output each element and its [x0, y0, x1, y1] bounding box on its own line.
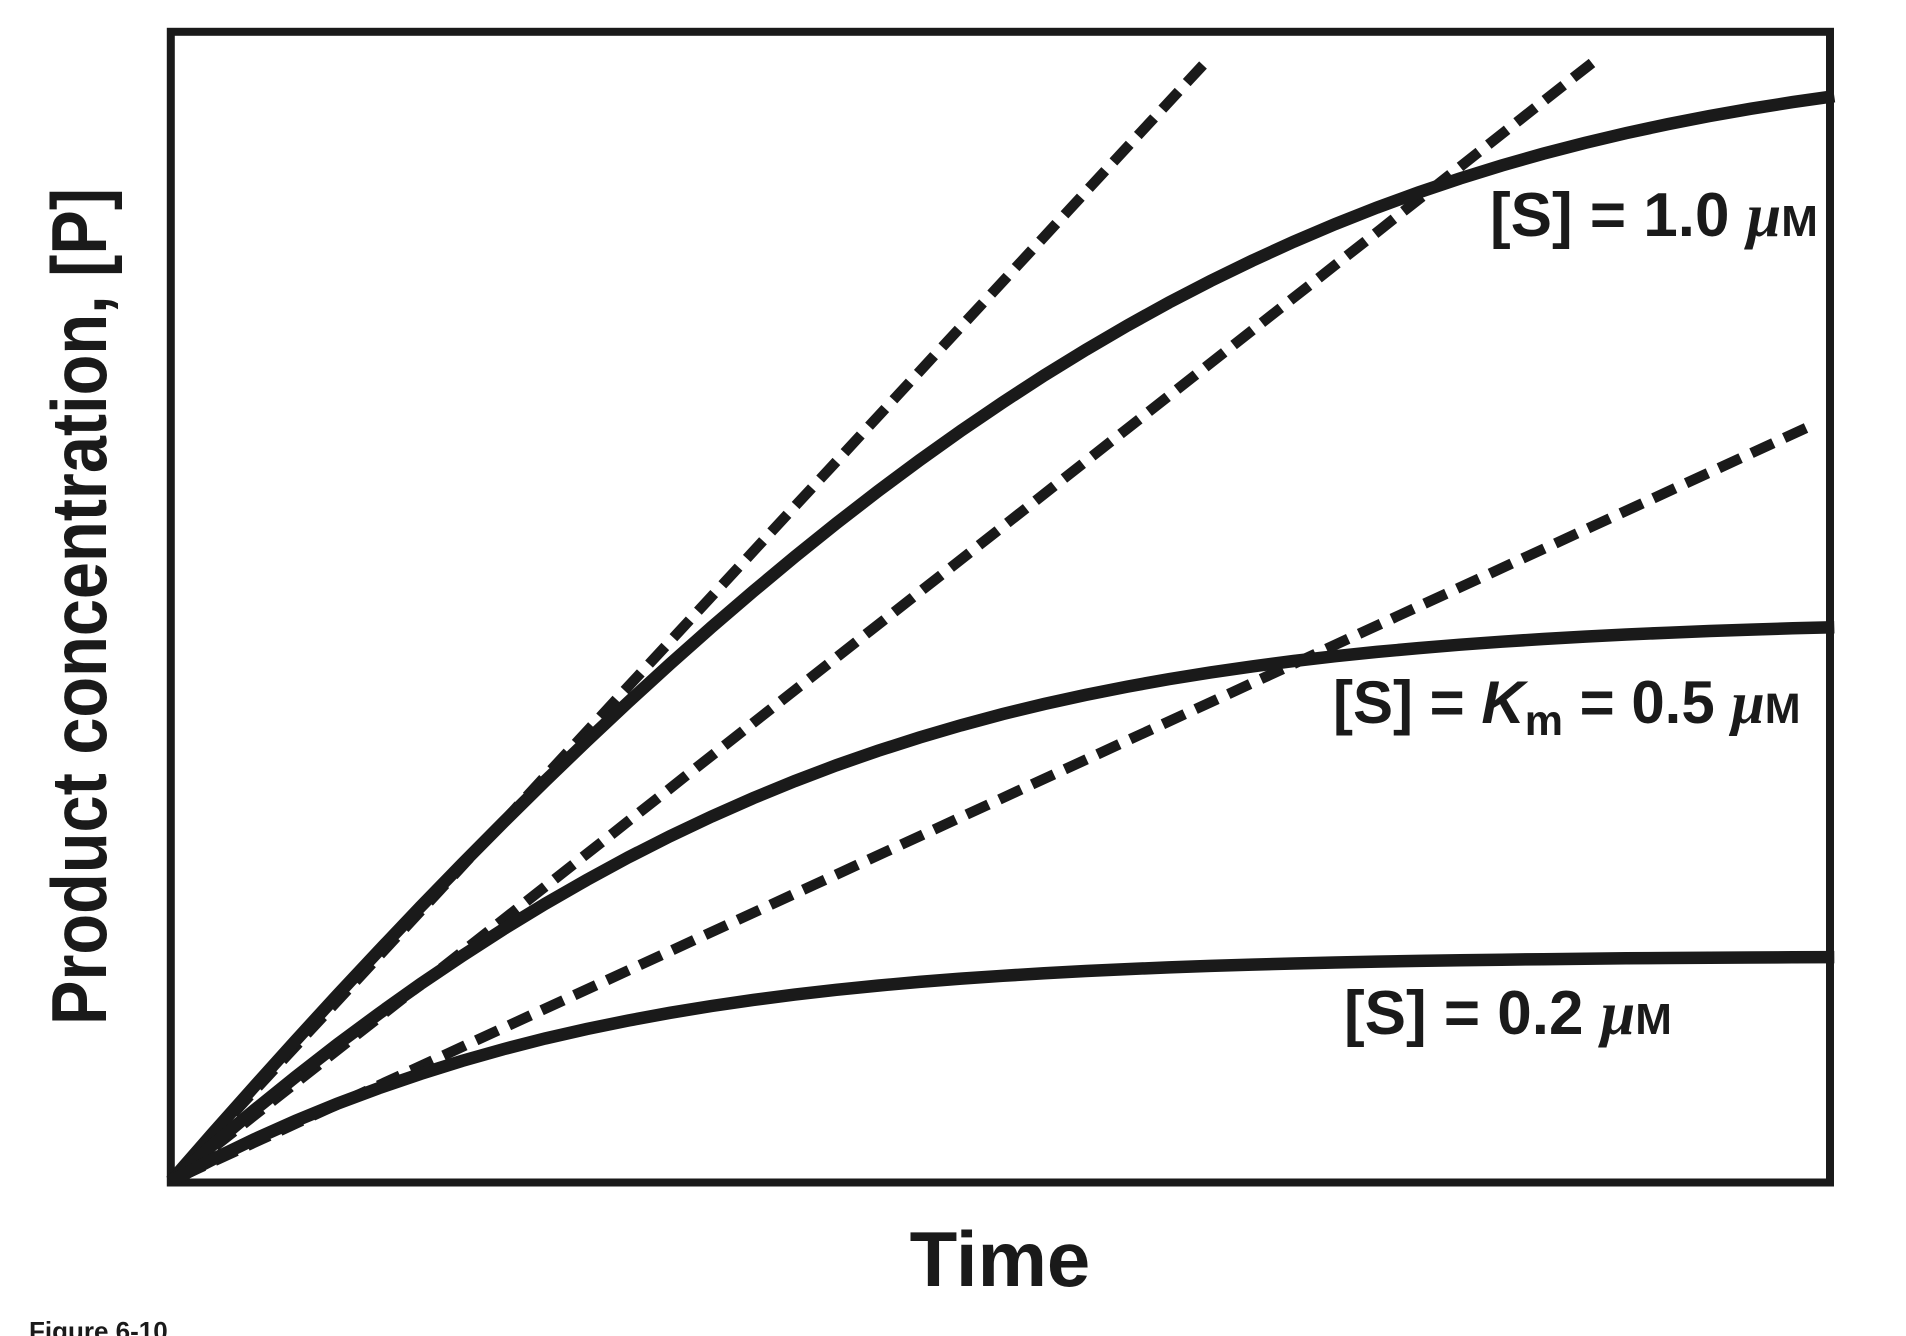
svg-text:[S] = Km = 0.5 μM: [S] = Km = 0.5 μM: [1333, 669, 1801, 745]
svg-text:Figure 6-10: Figure 6-10: [29, 1316, 168, 1336]
svg-text:[S] = 1.0 μM: [S] = 1.0 μM: [1490, 181, 1818, 250]
svg-text:[S] = 0.2 μM: [S] = 0.2 μM: [1344, 979, 1672, 1048]
svg-text:Time: Time: [910, 1215, 1091, 1303]
svg-text:Product concentration, [P]: Product concentration, [P]: [35, 188, 123, 1025]
